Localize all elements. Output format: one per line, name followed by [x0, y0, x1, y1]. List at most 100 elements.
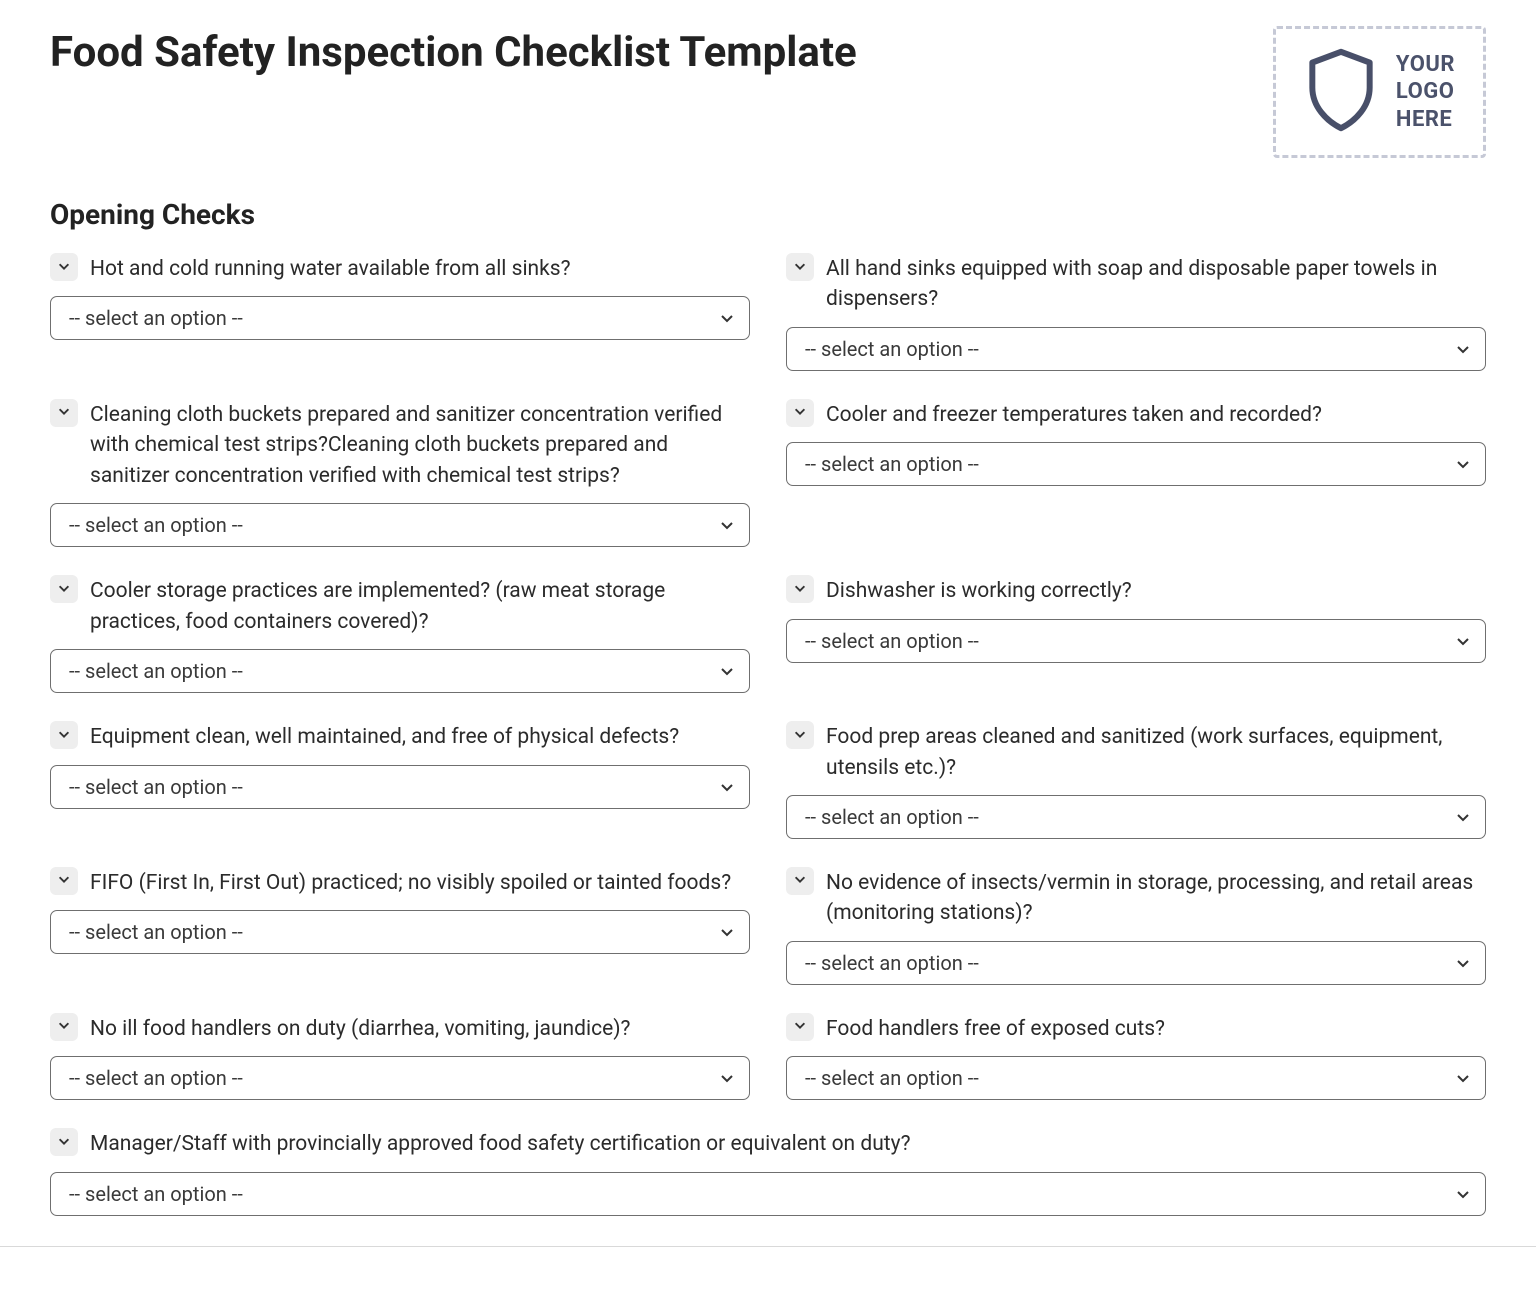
checklist-item: All hand sinks equipped with soap and di…: [786, 253, 1486, 371]
chevron-down-icon: [57, 1133, 71, 1152]
select-placeholder: -- select an option --: [805, 805, 979, 829]
question-text: Manager/Staff with provincially approved…: [90, 1128, 911, 1159]
question-row: Cooler and freezer temperatures taken an…: [786, 399, 1486, 430]
question-text: FIFO (First In, First Out) practiced; no…: [90, 867, 731, 898]
expand-toggle[interactable]: [50, 1013, 78, 1041]
header: Food Safety Inspection Checklist Templat…: [50, 20, 1486, 158]
expand-toggle[interactable]: [786, 399, 814, 427]
question-row: Food handlers free of exposed cuts?: [786, 1013, 1486, 1044]
page-container: Food Safety Inspection Checklist Templat…: [0, 0, 1536, 1247]
question-text: Hot and cold running water available fro…: [90, 253, 571, 284]
chevron-down-icon: [793, 258, 807, 277]
question-text: Cooler storage practices are implemented…: [90, 575, 750, 637]
option-select[interactable]: -- select an option --: [786, 1056, 1486, 1100]
select-placeholder: -- select an option --: [805, 1066, 979, 1090]
section-title: Opening Checks: [50, 198, 1486, 231]
select-placeholder: -- select an option --: [69, 513, 243, 537]
option-select[interactable]: -- select an option --: [786, 619, 1486, 663]
option-select[interactable]: -- select an option --: [786, 795, 1486, 839]
select-placeholder: -- select an option --: [69, 1066, 243, 1090]
checklist-item: Manager/Staff with provincially approved…: [50, 1128, 1486, 1215]
chevron-down-icon: [57, 1017, 71, 1036]
chevron-down-icon: [1455, 456, 1471, 472]
expand-toggle[interactable]: [50, 1128, 78, 1156]
question-row: No ill food handlers on duty (diarrhea, …: [50, 1013, 750, 1044]
select-placeholder: -- select an option --: [69, 775, 243, 799]
expand-toggle[interactable]: [786, 721, 814, 749]
question-row: Dishwasher is working correctly?: [786, 575, 1486, 606]
question-row: Food prep areas cleaned and sanitized (w…: [786, 721, 1486, 783]
chevron-down-icon: [1455, 955, 1471, 971]
chevron-down-icon: [1455, 1070, 1471, 1086]
chevron-down-icon: [793, 403, 807, 422]
question-text: No evidence of insects/vermin in storage…: [826, 867, 1486, 929]
expand-toggle[interactable]: [786, 253, 814, 281]
question-text: Dishwasher is working correctly?: [826, 575, 1132, 606]
question-row: No evidence of insects/vermin in storage…: [786, 867, 1486, 929]
logo-placeholder[interactable]: YOUR LOGO HERE: [1273, 26, 1486, 158]
chevron-down-icon: [1455, 809, 1471, 825]
option-select[interactable]: -- select an option --: [50, 1056, 750, 1100]
question-text: Food prep areas cleaned and sanitized (w…: [826, 721, 1486, 783]
logo-text: YOUR LOGO HERE: [1396, 51, 1455, 134]
chevron-down-icon: [719, 924, 735, 940]
expand-toggle[interactable]: [50, 867, 78, 895]
chevron-down-icon: [793, 871, 807, 890]
option-select[interactable]: -- select an option --: [786, 327, 1486, 371]
option-select[interactable]: -- select an option --: [50, 1172, 1486, 1216]
expand-toggle[interactable]: [786, 1013, 814, 1041]
chevron-down-icon: [793, 726, 807, 745]
chevron-down-icon: [1455, 341, 1471, 357]
chevron-down-icon: [57, 580, 71, 599]
select-placeholder: -- select an option --: [69, 306, 243, 330]
expand-toggle[interactable]: [786, 867, 814, 895]
expand-toggle[interactable]: [50, 575, 78, 603]
chevron-down-icon: [57, 403, 71, 422]
checklist-item: Hot and cold running water available fro…: [50, 253, 750, 371]
checklist-item: Dishwasher is working correctly? -- sele…: [786, 575, 1486, 693]
question-text: All hand sinks equipped with soap and di…: [826, 253, 1486, 315]
question-row: Hot and cold running water available fro…: [50, 253, 750, 284]
option-select[interactable]: -- select an option --: [50, 649, 750, 693]
chevron-down-icon: [57, 258, 71, 277]
option-select[interactable]: -- select an option --: [50, 296, 750, 340]
chevron-down-icon: [719, 517, 735, 533]
select-placeholder: -- select an option --: [805, 951, 979, 975]
checklist-item: Equipment clean, well maintained, and fr…: [50, 721, 750, 839]
question-row: Equipment clean, well maintained, and fr…: [50, 721, 750, 752]
option-select[interactable]: -- select an option --: [786, 941, 1486, 985]
expand-toggle[interactable]: [50, 253, 78, 281]
checklist-item: Food prep areas cleaned and sanitized (w…: [786, 721, 1486, 839]
question-row: Cleaning cloth buckets prepared and sani…: [50, 399, 750, 491]
select-placeholder: -- select an option --: [805, 452, 979, 476]
checklist-item: Cooler and freezer temperatures taken an…: [786, 399, 1486, 547]
chevron-down-icon: [1455, 1186, 1471, 1202]
shield-icon: [1304, 47, 1378, 137]
chevron-down-icon: [793, 580, 807, 599]
expand-toggle[interactable]: [786, 575, 814, 603]
select-placeholder: -- select an option --: [69, 659, 243, 683]
question-text: Cleaning cloth buckets prepared and sani…: [90, 399, 750, 491]
question-text: No ill food handlers on duty (diarrhea, …: [90, 1013, 630, 1044]
checklist-item: No evidence of insects/vermin in storage…: [786, 867, 1486, 985]
select-placeholder: -- select an option --: [805, 337, 979, 361]
page-title: Food Safety Inspection Checklist Templat…: [50, 28, 857, 77]
chevron-down-icon: [793, 1017, 807, 1036]
option-select[interactable]: -- select an option --: [50, 765, 750, 809]
question-text: Cooler and freezer temperatures taken an…: [826, 399, 1322, 430]
checklist-item: Cooler storage practices are implemented…: [50, 575, 750, 693]
checklist-item: FIFO (First In, First Out) practiced; no…: [50, 867, 750, 985]
checklist-item: Cleaning cloth buckets prepared and sani…: [50, 399, 750, 547]
expand-toggle[interactable]: [50, 721, 78, 749]
chevron-down-icon: [719, 1070, 735, 1086]
question-row: FIFO (First In, First Out) practiced; no…: [50, 867, 750, 898]
option-select[interactable]: -- select an option --: [786, 442, 1486, 486]
expand-toggle[interactable]: [50, 399, 78, 427]
option-select[interactable]: -- select an option --: [50, 910, 750, 954]
logo-line-3: HERE: [1396, 106, 1455, 134]
select-placeholder: -- select an option --: [69, 920, 243, 944]
option-select[interactable]: -- select an option --: [50, 503, 750, 547]
checklist-item: Food handlers free of exposed cuts? -- s…: [786, 1013, 1486, 1100]
question-text: Food handlers free of exposed cuts?: [826, 1013, 1165, 1044]
chevron-down-icon: [719, 663, 735, 679]
